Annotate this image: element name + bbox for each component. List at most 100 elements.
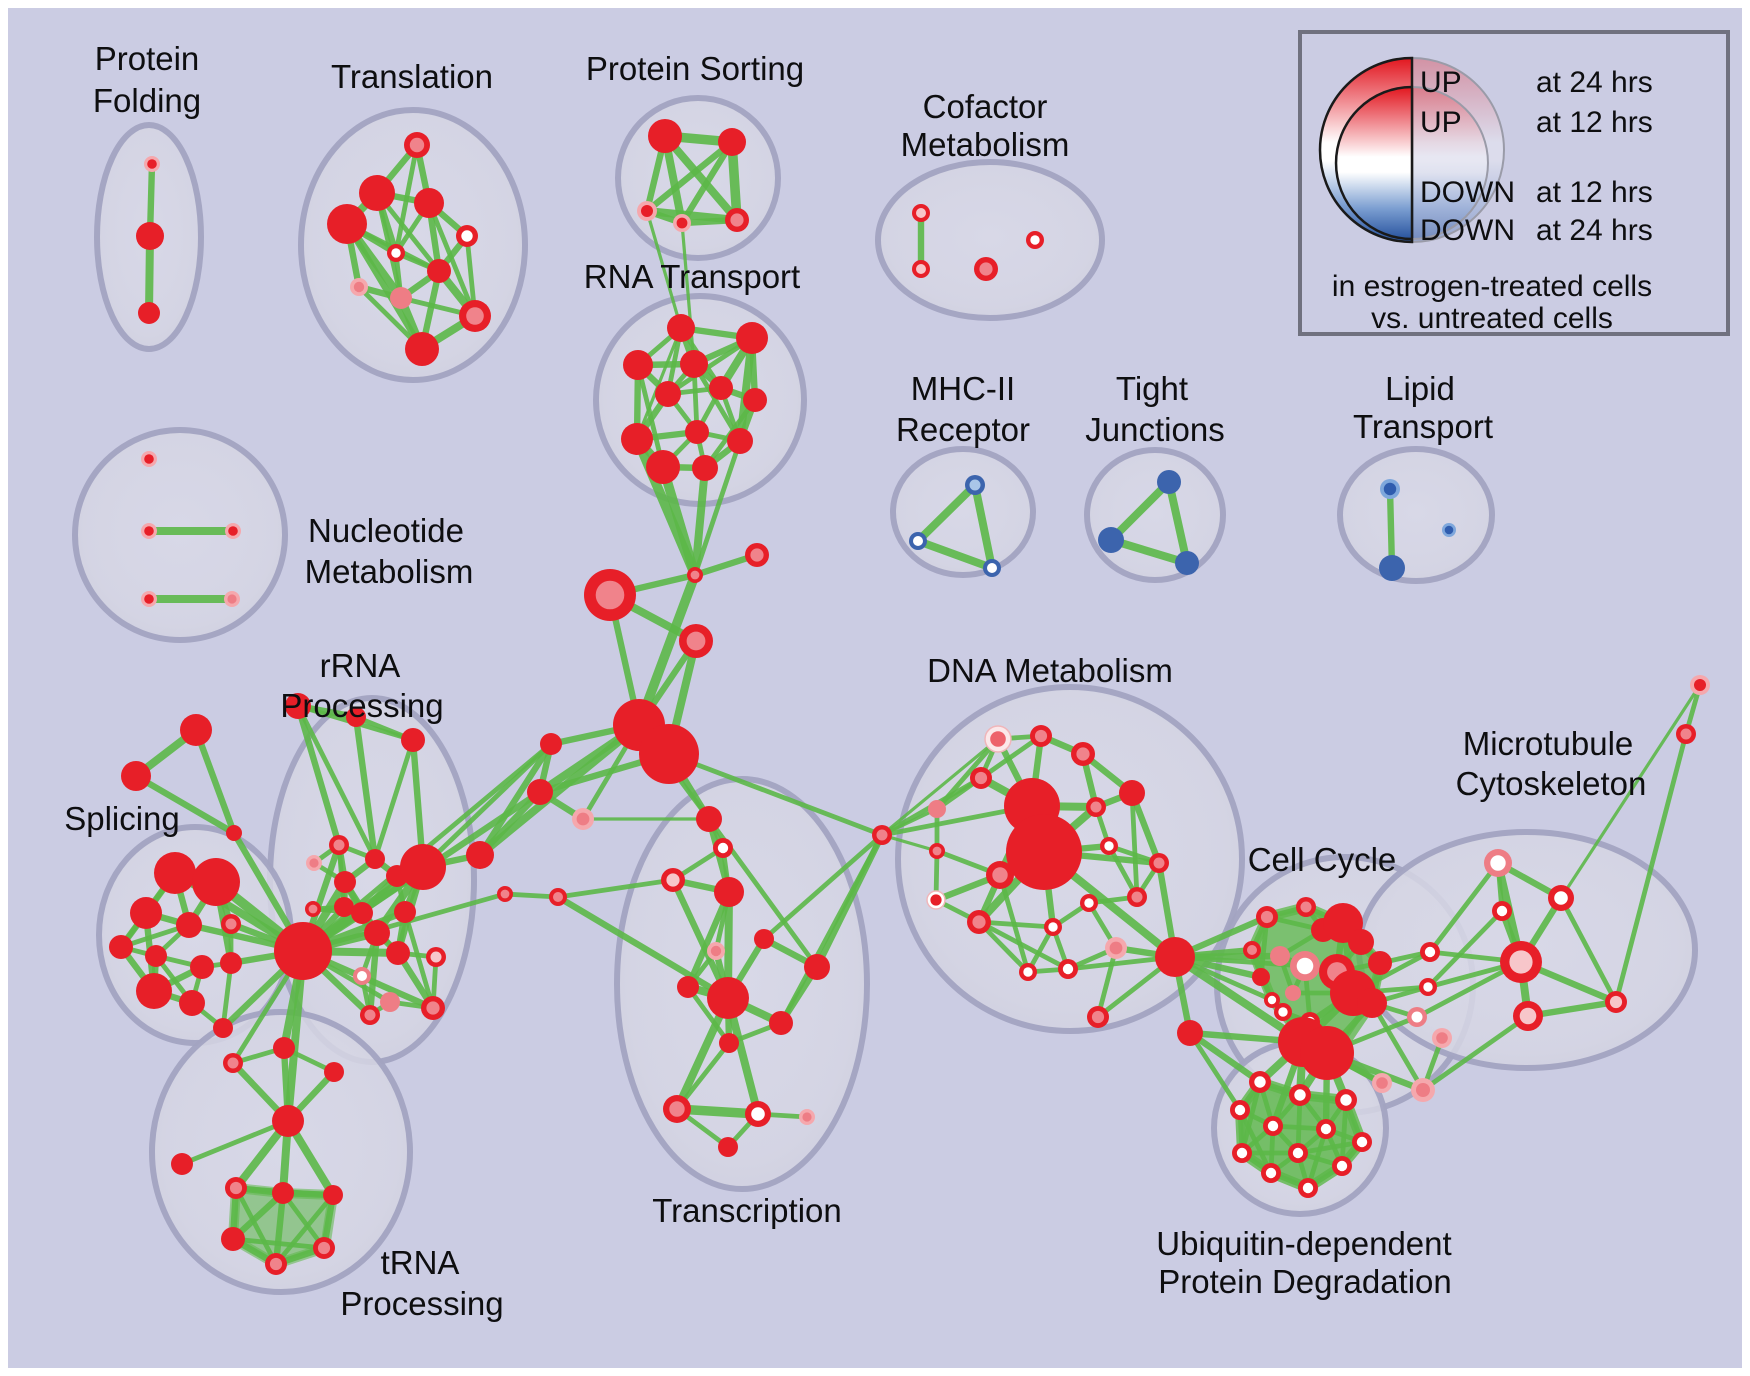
- cluster-label-microtubule-cytoskeleton: Microtubule: [1463, 725, 1634, 762]
- network-node: [1252, 968, 1270, 986]
- network-node: [769, 1011, 793, 1035]
- network-node-center: [1490, 855, 1506, 871]
- network-edge: [1171, 953, 1307, 1046]
- cluster-label-ubiquitin-degradation: Ubiquitin-dependent: [1156, 1225, 1451, 1262]
- network-node-center: [1423, 982, 1433, 992]
- network-node-center: [1680, 728, 1692, 740]
- cluster-label-mhc-ii-receptor: MHC-II: [911, 370, 1015, 407]
- network-edge: [1425, 908, 1505, 990]
- legend-time-label: at 24 hrs: [1536, 66, 1653, 99]
- network-node: [718, 1137, 738, 1157]
- network-node-center: [750, 548, 764, 562]
- network-node-center: [1302, 1182, 1314, 1194]
- network-node: [648, 119, 682, 153]
- legend-direction-label: DOWN: [1420, 214, 1515, 247]
- network-node-center: [1091, 1010, 1105, 1024]
- network-node-center: [1104, 841, 1114, 851]
- network-node: [621, 423, 653, 455]
- network-node: [1357, 988, 1387, 1018]
- network-edge: [1095, 945, 1119, 1020]
- legend-direction-label: UP: [1420, 106, 1462, 139]
- network-node: [334, 897, 354, 917]
- network-node: [273, 1037, 295, 1059]
- network-edge: [684, 888, 733, 991]
- network-node: [154, 852, 196, 894]
- cluster-labels: Protein Folding Translation Protein Sorting…: [64, 40, 1646, 1322]
- network-node-center: [690, 570, 700, 580]
- network-edge: [230, 1236, 327, 1251]
- network-node-center: [972, 915, 986, 929]
- network-node: [394, 901, 416, 923]
- network-edge: [934, 736, 1001, 812]
- network-node: [272, 1105, 304, 1137]
- network-node-center: [802, 1112, 812, 1122]
- network-node-center: [1260, 910, 1274, 924]
- network-edge: [1107, 478, 1173, 544]
- network-node-center: [1376, 1077, 1388, 1089]
- network-edge: [272, 1189, 287, 1268]
- network-node-center: [1076, 747, 1090, 761]
- network-node-center: [333, 839, 345, 851]
- network-node-center: [391, 248, 401, 258]
- network-node-center: [1416, 1083, 1430, 1097]
- network-edge: [691, 464, 709, 579]
- network-node: [285, 693, 311, 719]
- cluster-cofactor-metabolism-ellipse: [875, 159, 1105, 321]
- network-node: [176, 912, 202, 938]
- network-node-center: [227, 1057, 239, 1069]
- network-node-center: [1131, 891, 1143, 903]
- network-node-center: [553, 892, 563, 902]
- network-node: [221, 1227, 245, 1251]
- network-edge: [674, 1040, 732, 1112]
- network-node-center: [225, 918, 237, 930]
- network-node-center: [1267, 995, 1277, 1005]
- network-node: [136, 973, 172, 1009]
- network-node-center: [1296, 957, 1314, 975]
- cluster-label-cofactor-metabolism: Metabolism: [901, 126, 1070, 163]
- network-node: [655, 381, 681, 407]
- network-node: [1379, 555, 1405, 581]
- network-node-center: [576, 812, 590, 826]
- network-edge: [1165, 478, 1191, 567]
- network-edge: [1107, 536, 1191, 567]
- network-node: [213, 1018, 233, 1038]
- network-edge: [813, 831, 886, 971]
- network-edge: [976, 919, 1071, 972]
- network-node: [334, 871, 356, 893]
- network-node-center: [1294, 1089, 1306, 1101]
- network-edge: [645, 209, 683, 330]
- legend-circle-inner-faded: [1411, 85, 1489, 241]
- network-node-center: [641, 205, 653, 217]
- network-node-center: [979, 262, 993, 276]
- network-node-center: [1023, 967, 1033, 977]
- legend-direction-label: UP: [1420, 66, 1462, 99]
- network-node-center: [916, 208, 926, 218]
- network-edge: [1559, 683, 1702, 900]
- network-node: [1119, 780, 1145, 806]
- network-node: [692, 455, 718, 481]
- network-node-center: [932, 846, 942, 856]
- cluster-label-mhc-ii-receptor: Receptor: [896, 411, 1030, 448]
- cluster-label-tight-junctions: Junctions: [1085, 411, 1224, 448]
- network-node: [1368, 951, 1392, 975]
- network-node-center: [1509, 950, 1533, 974]
- network-node-center: [717, 842, 729, 854]
- network-node-center: [309, 858, 319, 868]
- network-edge: [233, 1185, 279, 1267]
- network-node: [1300, 1026, 1354, 1080]
- network-node-center: [1084, 898, 1094, 908]
- network-node-center: [1048, 922, 1058, 932]
- cluster-label-rrna-processing: rRNA: [320, 647, 401, 684]
- cluster-label-nucleotide-metabolism: Nucleotide: [308, 512, 464, 549]
- network-node: [192, 858, 240, 906]
- network-node: [1177, 1020, 1203, 1046]
- cluster-label-rrna-processing: Processing: [280, 687, 443, 724]
- network-node: [405, 332, 439, 366]
- legend-box: [1298, 30, 1730, 336]
- network-node: [346, 707, 366, 727]
- cluster-label-protein-folding: Protein: [95, 40, 200, 77]
- network-node: [696, 806, 722, 832]
- network-node-center: [913, 536, 923, 546]
- network-edge: [1613, 731, 1689, 1005]
- network-node-center: [987, 563, 997, 573]
